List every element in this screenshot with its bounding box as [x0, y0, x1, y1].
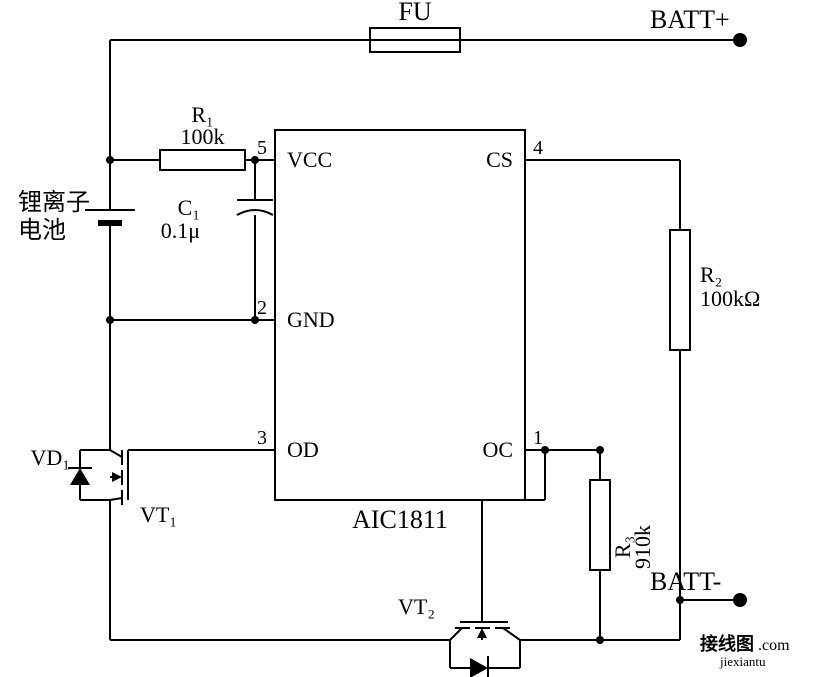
battery-label-1: 锂离子 — [18, 189, 90, 216]
pin-cs: CS — [486, 147, 513, 172]
pin1-num: 1 — [533, 427, 543, 449]
svg-text:jiexiantu: jiexiantu — [719, 654, 766, 669]
pin-vcc: VCC — [287, 147, 332, 172]
pin3-num: 3 — [257, 427, 267, 449]
pin2-num: 2 — [257, 297, 267, 319]
battery-label-2: 电池 — [18, 217, 66, 244]
pin-oc: OC — [482, 437, 513, 462]
c1-name: C₁ — [178, 195, 200, 220]
vt2-label: VT₂ — [398, 594, 435, 619]
r2-value: 100kΩ — [700, 286, 760, 311]
watermark: 接线图.comjiexiantu — [700, 633, 790, 669]
r2-name: R₂ — [700, 262, 722, 287]
r3-value: 910k — [630, 525, 655, 569]
pin4-num: 4 — [533, 137, 543, 159]
r1-value: 100k — [181, 124, 225, 149]
pin-gnd: GND — [287, 307, 335, 332]
svg-text:接线图: 接线图 — [700, 633, 754, 654]
batt-plus-label: BATT+ — [650, 5, 730, 34]
vd1-label: VD₁ — [31, 445, 70, 470]
svg-text:.com: .com — [758, 637, 790, 654]
batt-minus-label: BATT- — [650, 567, 721, 596]
vt1-label: VT₁ — [140, 502, 177, 527]
ic-name: AIC1811 — [352, 505, 448, 534]
pin5-num: 5 — [257, 137, 267, 159]
fuse-label: FU — [398, 0, 431, 26]
circuit-diagram: FUBATT+R₁100kC₁0.1μ锂离子电池VD₁VT₁VD₂VT₂R₃91… — [0, 0, 817, 677]
c1-value: 0.1μ — [161, 218, 200, 243]
pin-od: OD — [287, 437, 319, 462]
